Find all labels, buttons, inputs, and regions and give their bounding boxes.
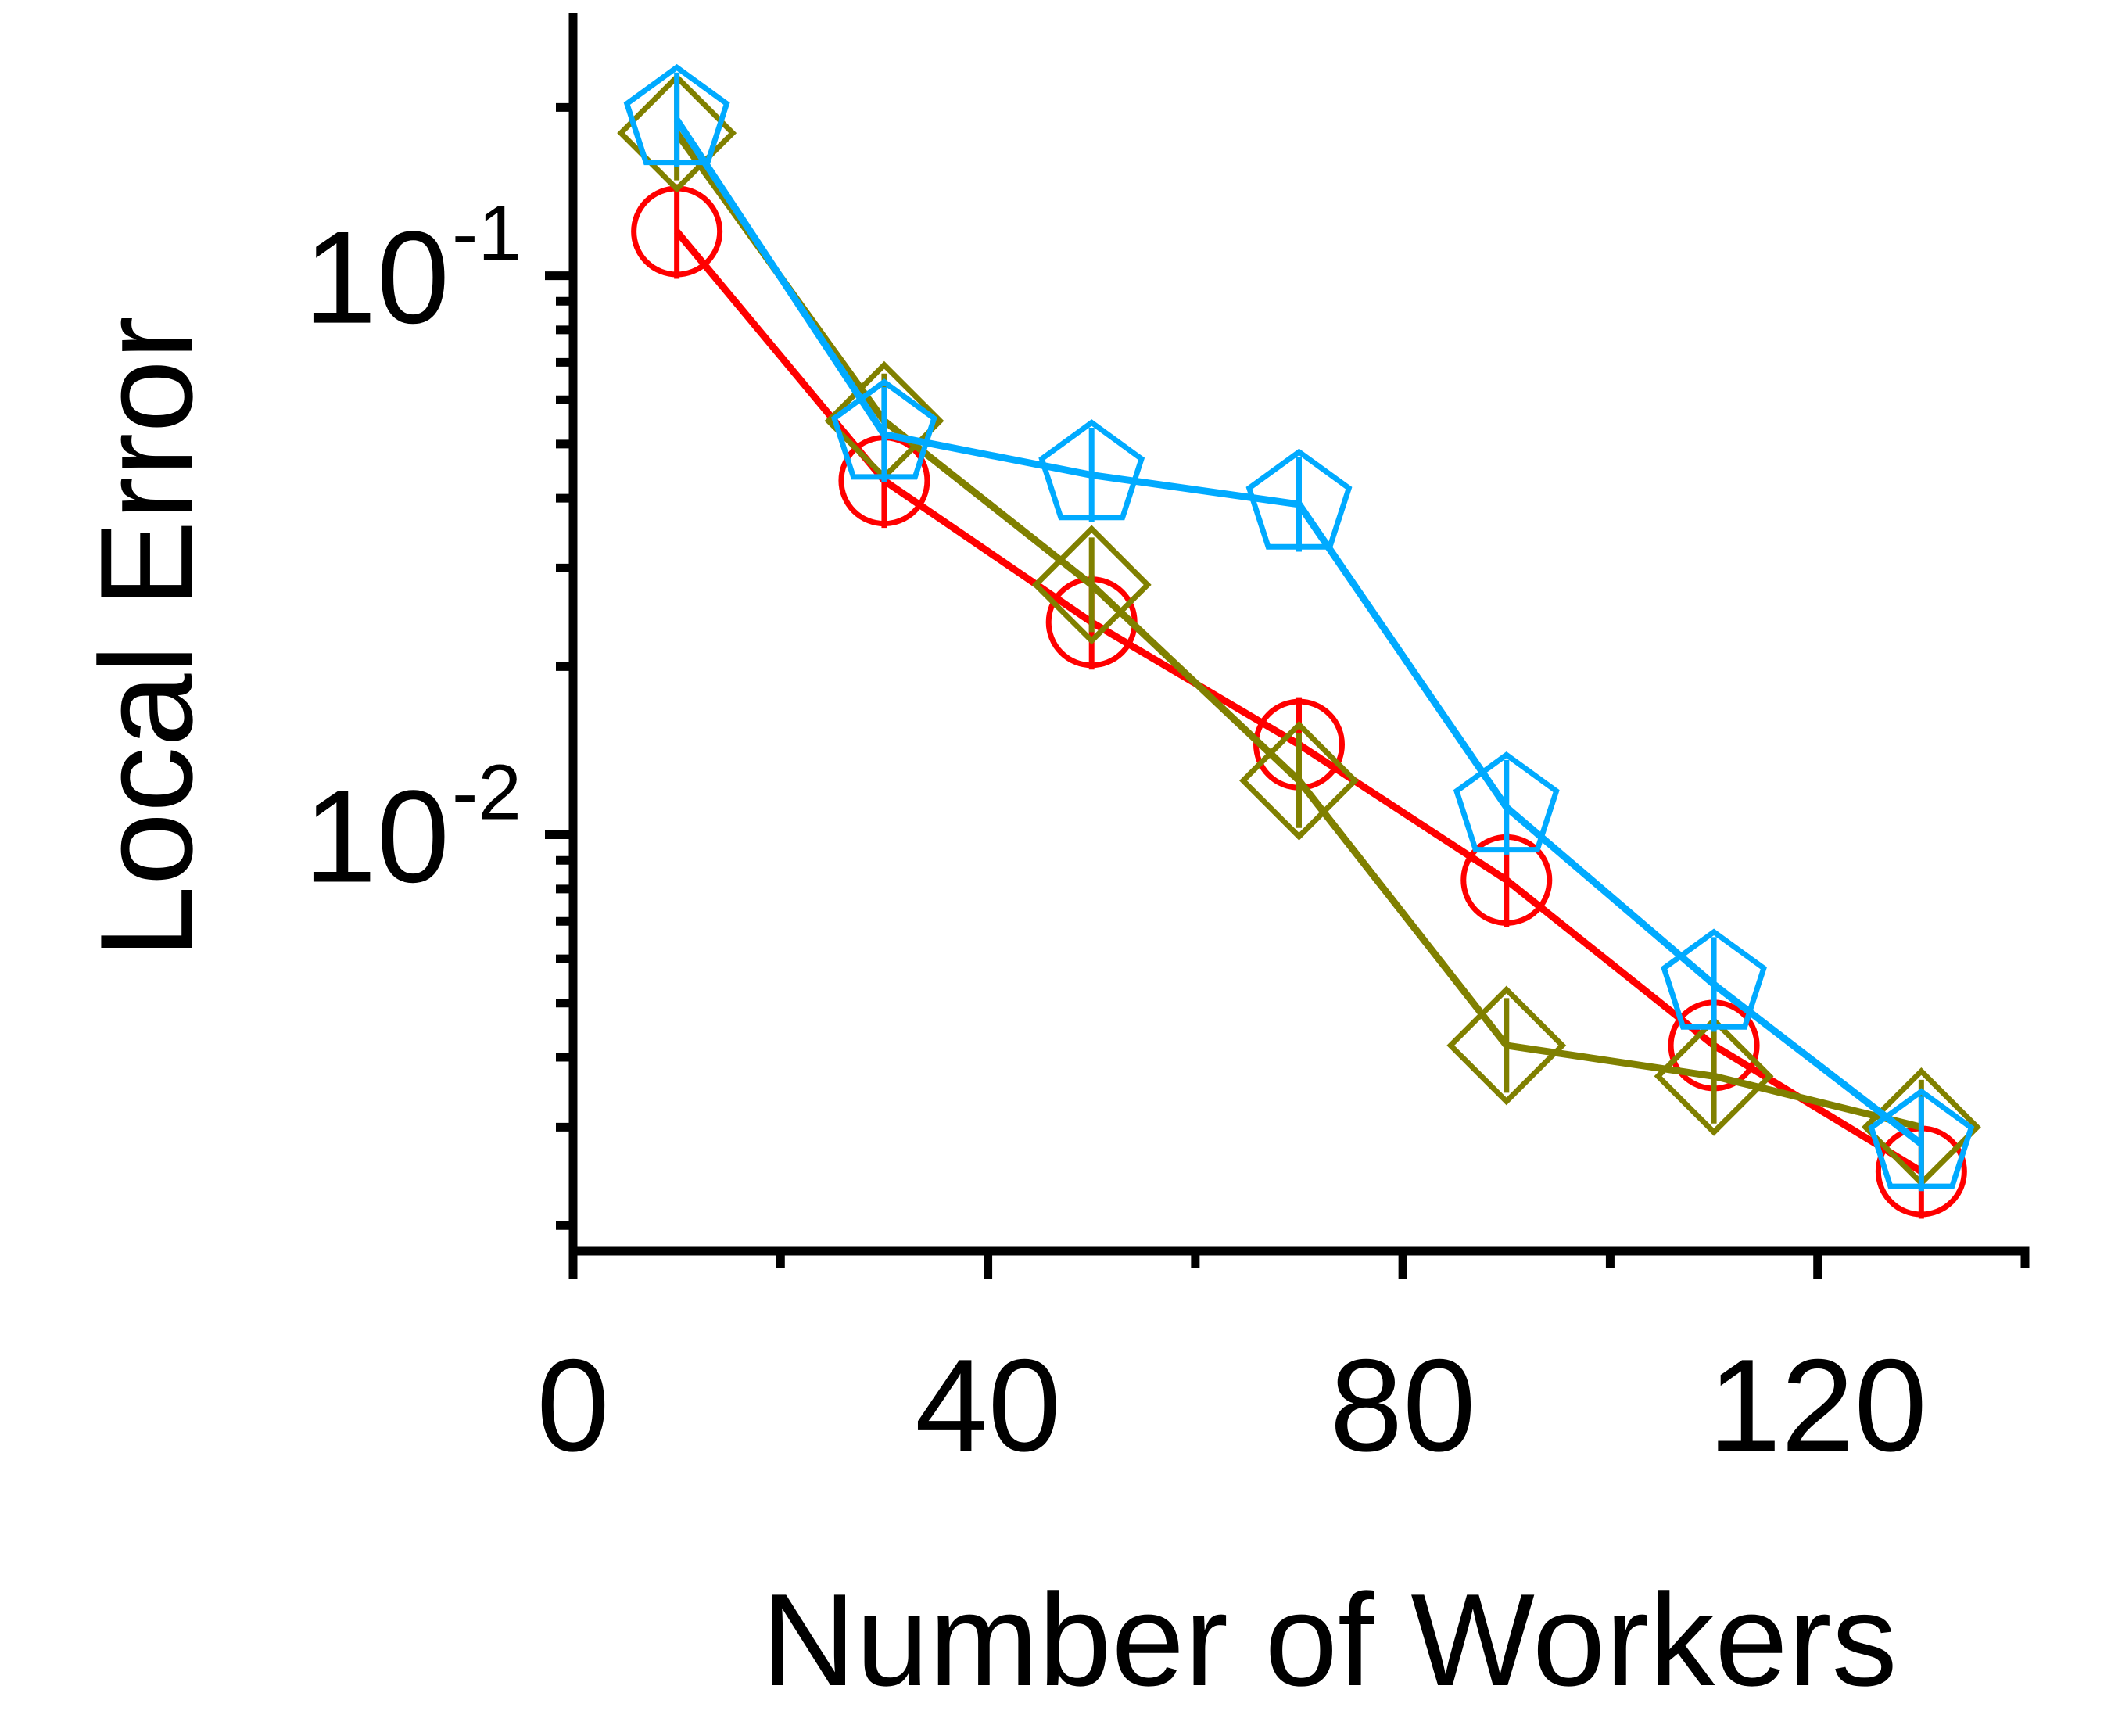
pentagon-marker — [1661, 928, 1768, 1030]
series-circle — [631, 184, 1967, 1219]
series-line — [673, 131, 1923, 1131]
pentagon-marker — [1245, 448, 1353, 550]
series-layer — [617, 63, 1981, 1219]
axes-layer — [568, 13, 2030, 1256]
y-tick-label: 10 — [303, 204, 450, 351]
diamond-marker — [1446, 985, 1567, 1106]
pentagon-marker — [1038, 419, 1145, 521]
pentagon-marker — [623, 63, 730, 166]
series-diamond — [617, 73, 1981, 1187]
diamond-marker — [1239, 720, 1359, 841]
x-tick-label: 80 — [1330, 1332, 1476, 1479]
x-tick-label: 0 — [536, 1332, 609, 1479]
diamond-marker — [617, 73, 737, 193]
y-tick-label-exponent: -2 — [452, 749, 521, 837]
y-tick-label: 10 — [303, 763, 450, 910]
x-tick-label: 40 — [915, 1332, 1061, 1479]
y-tick-label-exponent: -1 — [452, 190, 521, 278]
series-line — [673, 117, 1924, 1147]
pentagon-marker — [1868, 1088, 1975, 1189]
diamond-marker — [1654, 1016, 1774, 1136]
x-tick-label: 120 — [1708, 1332, 1927, 1479]
y-axis-title: Local Error — [73, 316, 220, 959]
pentagon-marker — [1453, 751, 1560, 853]
series-pentagon — [623, 63, 1975, 1192]
pentagon-marker — [830, 378, 937, 480]
x-axis-title: Number of Workers — [761, 1566, 1897, 1713]
diamond-marker — [1031, 525, 1152, 645]
